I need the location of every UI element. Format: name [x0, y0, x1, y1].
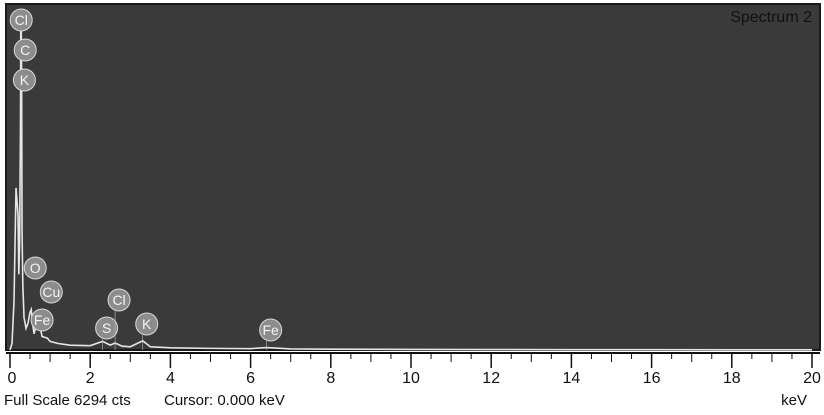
peak-marker-circle — [12, 68, 36, 92]
peak-marker-label: K — [142, 316, 152, 332]
spectrum-label: Spectrum 2 — [730, 9, 812, 26]
x-tick-label: 6 — [246, 370, 255, 387]
peak-marker-circle — [23, 256, 47, 280]
x-axis-tick-labels: 0 2 4 6 8 10 12 14 16 18 20 — [8, 370, 821, 387]
peak-marker-circle — [9, 8, 33, 32]
peak-marker-k: K — [135, 312, 159, 350]
peak-marker-circle — [13, 38, 37, 62]
x-tick-label: 0 — [8, 370, 17, 387]
peak-marker-fe: Fe — [259, 318, 283, 350]
x-axis-ticks — [9, 353, 813, 368]
x-tick-label: 14 — [563, 370, 581, 387]
peak-marker-cl: Cl — [107, 288, 131, 350]
x-tick-label: 10 — [402, 370, 420, 387]
peak-marker-circle — [107, 288, 131, 312]
x-tick-label: 8 — [326, 370, 335, 387]
peak-marker-label: Cu — [42, 284, 60, 300]
peak-marker-circle — [39, 280, 63, 304]
x-axis-unit: keV — [781, 392, 807, 409]
peak-marker-circle — [259, 318, 283, 342]
peak-marker-label: Cl — [112, 292, 125, 308]
cursor-readout: Cursor: 0.000 keV — [164, 392, 285, 409]
full-scale-readout: Full Scale 6294 cts — [4, 392, 131, 409]
peak-marker-s: S — [95, 316, 119, 350]
peak-marker-cu: Cu — [39, 280, 63, 304]
peak-marker-label: Fe — [262, 322, 279, 338]
peak-marker-label: S — [102, 320, 111, 336]
peak-marker-label: K — [20, 72, 30, 88]
peak-marker-label: O — [30, 260, 41, 276]
plot-area — [5, 3, 821, 351]
x-tick-label: 12 — [482, 370, 500, 387]
x-tick-label: 18 — [723, 370, 741, 387]
x-tick-label: 2 — [86, 370, 95, 387]
peak-marker-circle — [30, 308, 54, 332]
peak-marker-o: O — [23, 256, 47, 280]
peak-marker-c: C — [13, 38, 37, 62]
peak-marker-label: Cl — [15, 12, 28, 28]
peak-marker-label: Fe — [34, 312, 51, 328]
peak-marker-fe: Fe — [30, 308, 54, 332]
peak-marker-circle — [95, 316, 119, 340]
peak-marker-k: K — [12, 68, 36, 92]
x-tick-label: 20 — [803, 370, 821, 387]
x-tick-label: 4 — [166, 370, 175, 387]
x-tick-label: 16 — [643, 370, 661, 387]
peak-marker-cl: Cl — [9, 8, 33, 32]
peak-marker-label: C — [20, 42, 30, 58]
peak-marker-circle — [135, 312, 159, 336]
